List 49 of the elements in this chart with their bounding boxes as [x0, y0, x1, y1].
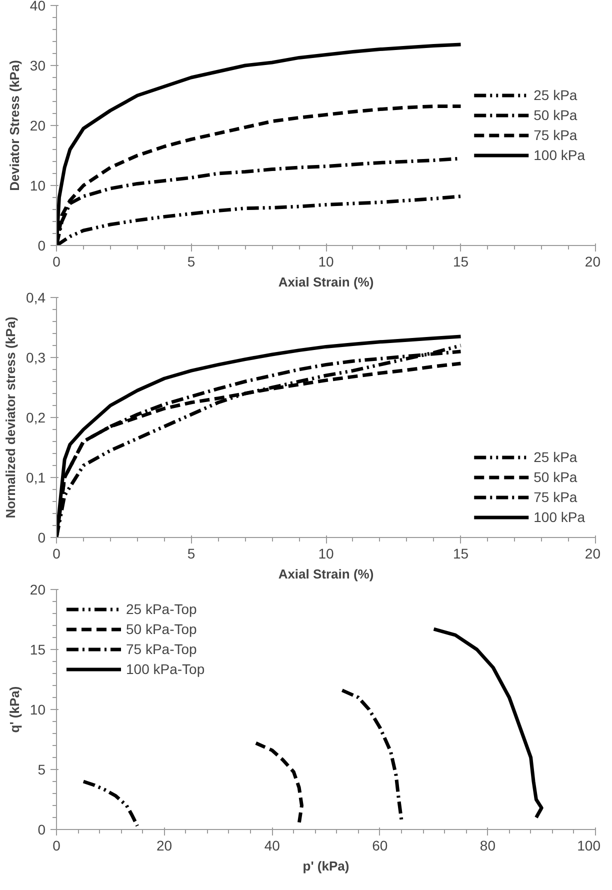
legend-label: 25 kPa [534, 449, 578, 465]
y-tick-label: 0 [38, 238, 46, 254]
x-tick-label: 5 [187, 546, 196, 562]
y-tick-label: 5 [38, 762, 46, 778]
y-tick-label: 10 [30, 702, 46, 718]
x-tick-label: 20 [584, 546, 601, 562]
y-tick-label: 15 [30, 642, 46, 658]
y-tick-label: 0 [38, 822, 46, 838]
legend-label: 75 kPa [534, 127, 578, 143]
y-axis-title: q' (kPa) [6, 686, 22, 733]
x-axis-title: Axial Strain (%) [278, 566, 374, 582]
x-tick-label: 10 [318, 254, 334, 270]
x-tick-label: 100 [577, 838, 601, 854]
x-tick-label: 40 [264, 838, 280, 854]
legend-label: 75 kPa-Top [126, 641, 197, 657]
x-tick-label: 0 [52, 838, 61, 854]
y-axis-title: Deviator Stress (kPa) [6, 60, 22, 191]
x-tick-label: 80 [480, 838, 496, 854]
y-axis-title: Normalized deviator stress (kPa) [3, 316, 18, 518]
x-tick-label: 0 [52, 254, 61, 270]
legend-label: 50 kPa-Top [126, 621, 197, 637]
y-tick-label: 0,4 [26, 290, 46, 306]
legend-label: 25 kPa-Top [126, 601, 197, 617]
y-tick-label: 0,2 [26, 410, 46, 426]
x-tick-label: 20 [156, 838, 172, 854]
x-tick-label: 15 [452, 546, 469, 562]
x-axis-title: p' (kPa) [302, 858, 350, 874]
x-tick-label: 0 [52, 546, 61, 562]
x-tick-label: 20 [584, 254, 601, 270]
legend-label: 25 kPa [534, 87, 578, 103]
x-tick-label: 60 [372, 838, 388, 854]
y-tick-label: 20 [30, 118, 46, 134]
x-tick-label: 10 [318, 546, 334, 562]
legend-label: 100 kPa [534, 147, 585, 163]
y-tick-label: 20 [30, 582, 46, 598]
legend-label: 50 kPa [534, 469, 578, 485]
y-tick-label: 0,3 [26, 350, 46, 366]
y-tick-label: 10 [30, 178, 46, 194]
legend-label: 75 kPa [534, 489, 578, 505]
x-tick-label: 15 [452, 254, 469, 270]
x-tick-label: 5 [187, 254, 196, 270]
y-tick-label: 40 [30, 0, 46, 14]
y-tick-label: 30 [30, 58, 46, 74]
legend-label: 100 kPa-Top [126, 661, 205, 677]
y-tick-label: 0,1 [26, 470, 46, 486]
legend-label: 50 kPa [534, 107, 578, 123]
x-axis-title: Axial Strain (%) [278, 274, 374, 290]
legend-label: 100 kPa [534, 509, 585, 525]
y-tick-label: 0 [38, 530, 46, 546]
